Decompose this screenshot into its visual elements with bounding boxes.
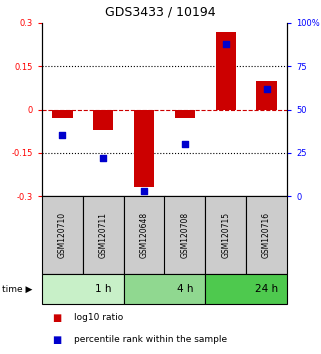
Text: ■: ■ <box>52 313 61 323</box>
Bar <box>52 109 73 118</box>
Bar <box>93 109 113 130</box>
Bar <box>246 196 287 274</box>
Text: log10 ratio: log10 ratio <box>74 314 123 322</box>
Text: ■: ■ <box>52 335 61 345</box>
Text: GSM120710: GSM120710 <box>58 212 67 258</box>
Text: 24 h: 24 h <box>255 284 278 294</box>
Bar <box>134 109 154 187</box>
Bar <box>175 109 195 118</box>
Point <box>101 155 106 161</box>
Bar <box>256 81 277 109</box>
Bar <box>215 32 236 109</box>
Text: 4 h: 4 h <box>177 284 193 294</box>
Text: 1 h: 1 h <box>95 284 111 294</box>
Text: GSM120715: GSM120715 <box>221 212 230 258</box>
Point <box>142 188 147 194</box>
Text: GSM120711: GSM120711 <box>99 212 108 258</box>
Point <box>223 41 228 47</box>
Text: GSM120708: GSM120708 <box>180 212 189 258</box>
Bar <box>124 196 164 274</box>
Bar <box>83 196 124 274</box>
Text: time ▶: time ▶ <box>2 285 32 293</box>
Text: GSM120648: GSM120648 <box>140 212 149 258</box>
Point <box>182 141 187 147</box>
Text: GSM120716: GSM120716 <box>262 212 271 258</box>
Text: percentile rank within the sample: percentile rank within the sample <box>74 336 227 344</box>
Bar <box>164 196 205 274</box>
Bar <box>205 196 246 274</box>
Point <box>60 133 65 138</box>
Text: GDS3433 / 10194: GDS3433 / 10194 <box>105 6 216 18</box>
Point <box>264 86 269 92</box>
Bar <box>124 274 205 304</box>
Bar <box>205 274 287 304</box>
Bar <box>42 274 124 304</box>
Bar <box>42 196 83 274</box>
